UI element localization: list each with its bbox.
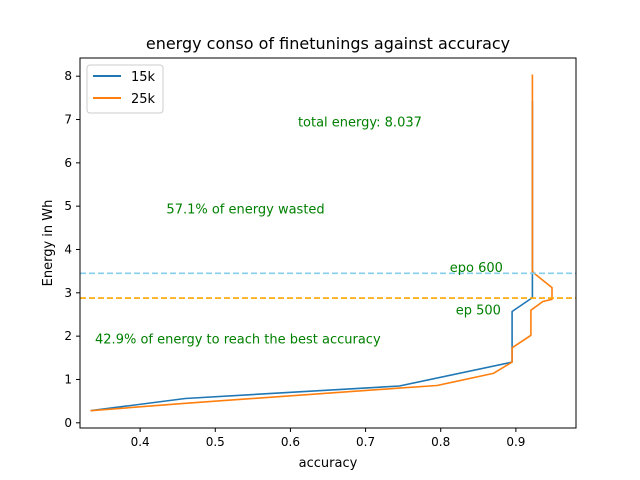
annotation-text: epo 600 xyxy=(450,261,503,276)
y-tick-label: 3 xyxy=(64,286,72,300)
annotation-text: total energy: 8.037 xyxy=(298,116,422,131)
series-line-25k xyxy=(90,74,553,412)
chart-title: energy conso of finetunings against accu… xyxy=(146,34,510,53)
legend-label: 15k xyxy=(131,70,156,85)
x-axis: 0.4 0.5 0.6 0.7 0.8 0.9 xyxy=(131,428,525,449)
x-tick-label: 0.8 xyxy=(431,435,450,449)
x-tick-label: 0.7 xyxy=(356,435,375,449)
y-axis-label: Energy in Wh xyxy=(41,200,56,287)
plot-frame xyxy=(79,57,577,429)
legend-label: 25k xyxy=(131,92,156,107)
y-tick-label: 2 xyxy=(64,329,72,343)
y-tick-label: 5 xyxy=(64,199,72,213)
y-tick-label: 4 xyxy=(64,242,72,256)
x-axis-label: accuracy xyxy=(299,456,358,471)
annotation-text: 57.1% of energy wasted xyxy=(166,202,324,217)
y-tick-label: 1 xyxy=(64,372,72,386)
x-tick-label: 0.4 xyxy=(131,435,150,449)
annotation-text: 42.9% of energy to reach the best accura… xyxy=(95,332,381,347)
y-tick-label: 6 xyxy=(64,156,72,170)
y-tick-label: 7 xyxy=(64,113,72,127)
annotations: total energy: 8.037 57.1% of energy waste… xyxy=(95,116,503,348)
y-axis: 0 1 2 3 4 5 6 7 8 xyxy=(64,69,80,430)
series-line-15k xyxy=(90,100,534,412)
x-tick-label: 0.9 xyxy=(506,435,525,449)
annotation-text: ep 500 xyxy=(456,303,501,318)
y-tick-label: 8 xyxy=(64,69,72,83)
plot-area xyxy=(80,74,576,412)
x-tick-label: 0.5 xyxy=(206,435,225,449)
y-tick-label: 0 xyxy=(64,416,72,430)
x-tick-label: 0.6 xyxy=(281,435,300,449)
